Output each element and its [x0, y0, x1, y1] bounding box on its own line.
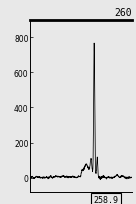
- Text: 260: 260: [114, 8, 132, 18]
- Text: 258.9: 258.9: [94, 195, 119, 204]
